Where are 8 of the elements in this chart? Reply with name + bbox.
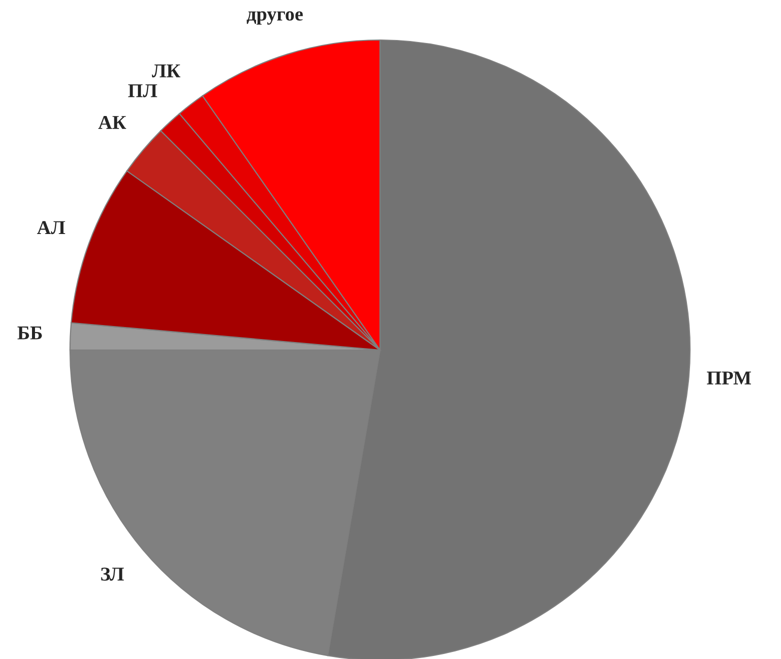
- slice-label: АЛ: [37, 221, 66, 234]
- slice-label: ББ: [18, 326, 42, 340]
- slice-label: АК: [98, 116, 126, 129]
- slice-label: ЛК: [152, 64, 180, 78]
- slice-label: другое: [246, 11, 303, 25]
- slice-label: ЗЛ: [101, 568, 124, 581]
- slice-label: ПРМ: [706, 372, 751, 384]
- slice-label: ПЛ: [128, 84, 158, 98]
